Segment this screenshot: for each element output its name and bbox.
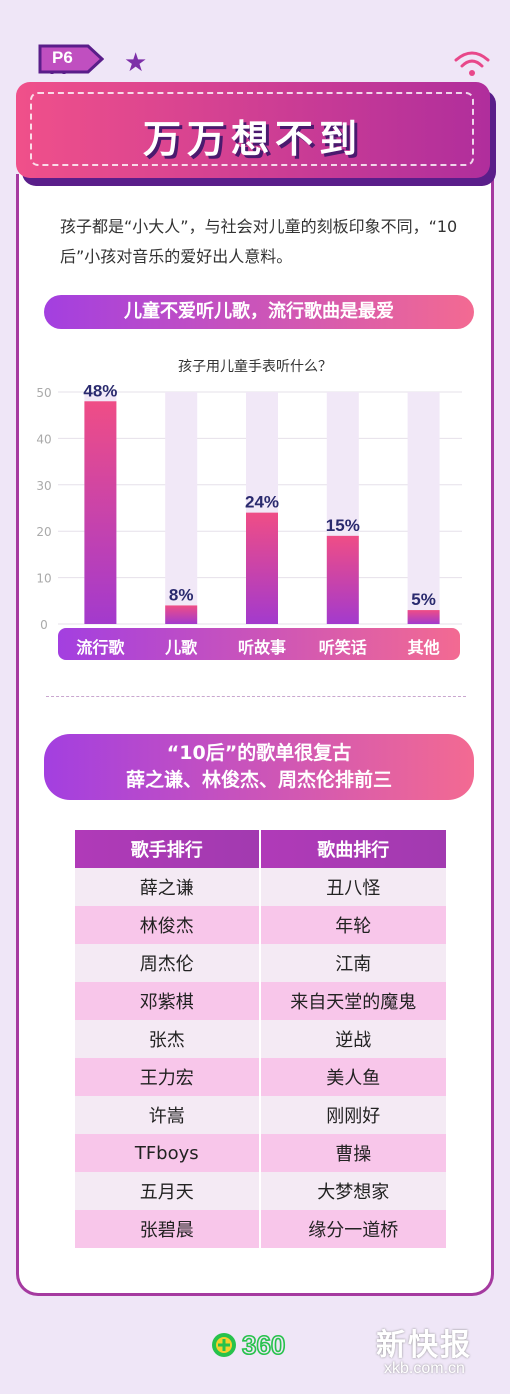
bar — [246, 512, 278, 624]
section-heading-playlist: “10后”的歌单很复古 薛之谦、林俊杰、周杰伦排前三 — [44, 734, 474, 800]
y-tick-label: 0 — [40, 618, 48, 630]
section-heading-children-songs: 儿童不爱听儿歌，流行歌曲是最爱 — [44, 295, 474, 329]
banner-dashed-frame — [30, 92, 474, 166]
watermark-title: 新快报 — [376, 1328, 472, 1363]
singer-cell: 张碧晨 — [75, 1210, 261, 1248]
page-tag: P6 — [52, 48, 73, 67]
table-row: 张碧晨 缘分一道桥 — [75, 1210, 446, 1248]
singer-cell: 五月天 — [75, 1172, 261, 1210]
y-tick-label: 50 — [36, 386, 51, 400]
bar-value-label: 15% — [326, 516, 360, 535]
y-tick-label: 10 — [36, 572, 51, 586]
singer-cell: 张杰 — [75, 1020, 261, 1058]
arrow-tag-icon — [38, 44, 104, 74]
category-strip — [58, 628, 460, 660]
song-cell: 逆战 — [260, 1020, 446, 1058]
bar-value-label: 48% — [83, 381, 117, 400]
table-row: 林俊杰 年轮 — [75, 906, 446, 944]
column-header-song: 歌曲排行 — [260, 830, 446, 868]
song-cell: 丑八怪 — [260, 868, 446, 906]
song-cell: 美人鱼 — [260, 1058, 446, 1096]
y-tick-label: 30 — [36, 479, 51, 493]
wifi-signal-icon — [454, 51, 490, 76]
singer-cell: 王力宏 — [75, 1058, 261, 1096]
bar — [407, 610, 440, 624]
table-row: 周杰伦 江南 — [75, 944, 446, 982]
intro-text: 孩子都是“小大人”，与社会对儿童的刻板印象不同，“10后”小孩对音乐的爱好出人意… — [60, 217, 458, 266]
category-label: 流行歌 — [76, 638, 125, 657]
bar-chart: 0 10 20 30 40 50 48% 8% 24% 15% 5% — [36, 381, 462, 630]
bar — [165, 605, 198, 624]
bar — [326, 535, 359, 624]
bar — [84, 401, 117, 624]
song-cell: 年轮 — [260, 906, 446, 944]
table-row: 薛之谦 丑八怪 — [75, 868, 446, 906]
chart-title: 孩子用儿童手表听什么？ — [178, 359, 332, 375]
bar-track — [165, 392, 198, 624]
title-banner — [16, 82, 490, 178]
song-cell: 大梦想家 — [260, 1172, 446, 1210]
watermark-url: xkb.com.cn — [384, 1360, 465, 1377]
singer-cell: TFboys — [75, 1134, 261, 1172]
song-cell: 刚刚好 — [260, 1096, 446, 1134]
ranking-table: 歌手排行 歌曲排行 薛之谦 丑八怪 林俊杰 年轮 周杰伦 江南 邓紫棋 来自天堂的魔鬼 … — [75, 830, 446, 1248]
section-divider — [46, 696, 466, 697]
category-label: 儿歌 — [165, 638, 198, 657]
table-header-row: 歌手排行 歌曲排行 — [75, 830, 446, 868]
logo-360: 360 — [212, 1329, 286, 1361]
song-cell: 江南 — [260, 944, 446, 982]
bar-value-label: 24% — [245, 493, 279, 512]
song-cell: 缘分一道桥 — [260, 1210, 446, 1248]
page-title: 万万想不到 — [142, 119, 363, 161]
category-label: 其他 — [407, 638, 440, 657]
y-tick-label: 20 — [36, 525, 51, 539]
singer-cell: 邓紫棋 — [75, 982, 261, 1020]
logo-text: 360 — [242, 1330, 285, 1360]
column-header-singer: 歌手排行 — [75, 830, 261, 868]
table-row: 邓紫棋 来自天堂的魔鬼 — [75, 982, 446, 1020]
y-tick-label: 40 — [36, 432, 51, 446]
table-row: 许嵩 刚刚好 — [75, 1096, 446, 1134]
bar-value-label: 5% — [411, 590, 436, 609]
song-cell: 来自天堂的魔鬼 — [260, 982, 446, 1020]
bar-value-label: 8% — [169, 585, 194, 604]
singer-cell: 林俊杰 — [75, 906, 261, 944]
singer-cell: 许嵩 — [75, 1096, 261, 1134]
section2-heading-line2: 薛之谦、林俊杰、周杰伦排前三 — [125, 769, 392, 791]
table-row: TFboys 曹操 — [75, 1134, 446, 1172]
star-icon: ★ — [124, 48, 148, 78]
category-label: 听笑话 — [318, 638, 367, 657]
category-label: 听故事 — [237, 638, 286, 657]
singer-cell: 周杰伦 — [75, 944, 261, 982]
section2-heading-line1: “10后”的歌单很复古 — [166, 742, 352, 764]
song-cell: 曹操 — [260, 1134, 446, 1172]
bar-track — [407, 392, 440, 624]
table-row: 王力宏 美人鱼 — [75, 1058, 446, 1096]
singer-cell: 薛之谦 — [75, 868, 261, 906]
table-row: 张杰 逆战 — [75, 1020, 446, 1058]
table-row: 五月天 大梦想家 — [75, 1172, 446, 1210]
